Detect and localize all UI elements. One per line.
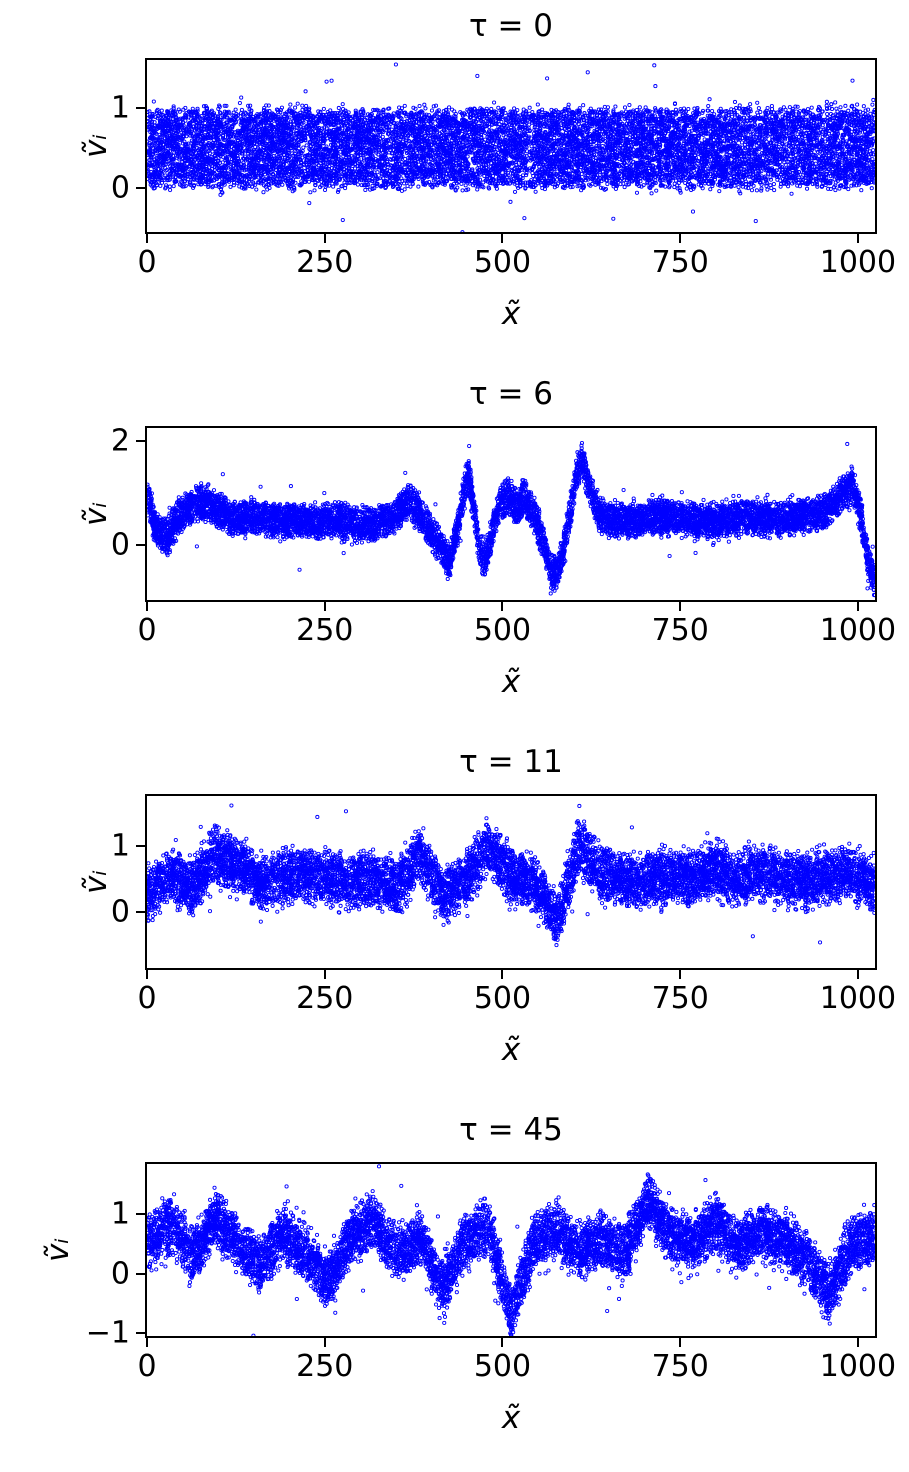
y-axis-label: ṽᵢ bbox=[78, 870, 114, 894]
plot-area: 0 250 500 750 1000 1 0 −1 bbox=[86, 1162, 896, 1384]
y-axis-label: ṽᵢ bbox=[78, 502, 114, 526]
x-tick-mark bbox=[501, 970, 504, 979]
x-axis-label: x̃ bbox=[501, 664, 521, 700]
y-tick-label: 1 bbox=[110, 1196, 130, 1232]
x-tick-label: 750 bbox=[651, 1349, 709, 1384]
x-tick-mark bbox=[146, 1338, 148, 1347]
x-axis-label: x̃ bbox=[501, 296, 521, 332]
x-tick-mark bbox=[323, 1338, 326, 1347]
x-tick-mark bbox=[679, 602, 682, 611]
x-tick-mark bbox=[856, 602, 859, 611]
y-tick-label: 1 bbox=[110, 90, 130, 126]
x-tick-mark bbox=[501, 234, 504, 243]
plot-area: 0 250 500 750 1000 0 1 bbox=[111, 58, 896, 280]
y-tick-mark bbox=[136, 544, 145, 547]
x-tick-label: 250 bbox=[296, 245, 354, 280]
x-tick-label: 0 bbox=[137, 613, 157, 648]
x-tick-mark bbox=[323, 234, 326, 243]
x-tick-label: 500 bbox=[473, 613, 532, 648]
x-tick-label: 1000 bbox=[819, 1349, 897, 1384]
x-tick-label: 0 bbox=[137, 245, 157, 280]
x-tick-label: 750 bbox=[651, 613, 709, 648]
y-tick-mark bbox=[136, 910, 145, 913]
x-tick-mark bbox=[679, 234, 682, 243]
x-tick-label: 1000 bbox=[819, 613, 897, 648]
x-tick-label: 500 bbox=[473, 1349, 532, 1384]
scatter-points-canvas bbox=[147, 428, 875, 600]
x-tick-mark bbox=[856, 234, 859, 243]
x-tick-label: 500 bbox=[473, 981, 532, 1016]
y-tick-label: 0 bbox=[110, 527, 130, 563]
y-tick-label: 0 bbox=[110, 894, 130, 930]
y-tick-label: 0 bbox=[110, 170, 130, 206]
subplot-tau-0: τ = 0 ṽᵢ 0 250 500 750 1000 0 1 x̃ bbox=[0, 0, 909, 368]
x-tick-mark bbox=[323, 970, 326, 979]
x-tick-label: 1000 bbox=[819, 981, 897, 1016]
x-tick-label: 250 bbox=[296, 1349, 354, 1384]
x-tick-label: 500 bbox=[473, 245, 532, 280]
x-tick-label: 0 bbox=[137, 981, 157, 1016]
x-tick-mark bbox=[323, 602, 326, 611]
x-tick-label: 250 bbox=[296, 981, 354, 1016]
y-axis-label: ṽᵢ bbox=[40, 1238, 76, 1262]
x-tick-label: 750 bbox=[651, 245, 709, 280]
plot-area: 0 250 500 750 1000 0 2 bbox=[111, 424, 896, 648]
y-tick-mark bbox=[136, 107, 145, 109]
x-tick-mark bbox=[146, 602, 148, 611]
x-tick-mark bbox=[856, 1338, 859, 1347]
x-tick-label: 1000 bbox=[819, 245, 897, 280]
x-tick-label: 750 bbox=[651, 981, 709, 1016]
x-tick-mark bbox=[679, 970, 682, 979]
y-tick-mark bbox=[136, 1272, 145, 1275]
plot-title: τ = 6 bbox=[468, 376, 554, 412]
y-tick-label: −1 bbox=[85, 1315, 130, 1351]
y-tick-mark bbox=[136, 844, 145, 847]
x-tick-label: 250 bbox=[296, 613, 354, 648]
scatter-points-canvas bbox=[147, 796, 875, 968]
y-tick-mark bbox=[136, 187, 145, 189]
plot-title: τ = 0 bbox=[468, 8, 554, 44]
plot-title: τ = 45 bbox=[459, 1112, 563, 1148]
x-axis-label: x̃ bbox=[501, 1400, 521, 1436]
scatter-points-canvas bbox=[147, 60, 875, 232]
x-tick-mark bbox=[146, 970, 148, 979]
y-tick-label: 2 bbox=[110, 423, 130, 459]
subplot-tau-11: τ = 11 ṽᵢ 0 250 500 750 1000 0 1 x̃ bbox=[0, 736, 909, 1104]
x-tick-mark bbox=[856, 970, 859, 979]
plot-title: τ = 11 bbox=[459, 744, 563, 780]
y-tick-mark bbox=[136, 1332, 145, 1335]
y-tick-mark bbox=[136, 440, 145, 443]
x-axis-label: x̃ bbox=[501, 1032, 521, 1068]
x-tick-mark bbox=[501, 602, 504, 611]
y-tick-mark bbox=[136, 1213, 145, 1216]
plot-area: 0 250 500 750 1000 0 1 bbox=[111, 794, 896, 1016]
x-tick-mark bbox=[146, 234, 148, 243]
x-tick-label: 0 bbox=[137, 1349, 157, 1384]
subplot-tau-45: τ = 45 ṽᵢ 0 250 500 750 1000 1 0 −1 x̃ bbox=[0, 1104, 909, 1472]
scatter-points-canvas bbox=[147, 1164, 875, 1336]
y-axis-label: ṽᵢ bbox=[78, 134, 114, 158]
subplot-tau-6: τ = 6 ṽᵢ 0 250 500 750 1000 0 2 x̃ bbox=[0, 368, 909, 736]
x-tick-mark bbox=[501, 1338, 504, 1347]
y-tick-label: 1 bbox=[110, 828, 130, 864]
x-tick-mark bbox=[679, 1338, 682, 1347]
y-tick-label: 0 bbox=[110, 1256, 130, 1292]
